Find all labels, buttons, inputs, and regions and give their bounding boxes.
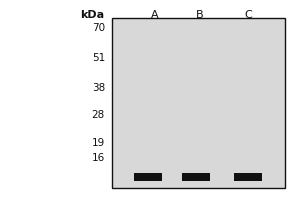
Bar — [112, 18, 285, 188]
Text: 51: 51 — [92, 53, 105, 63]
Text: 19: 19 — [92, 138, 105, 148]
Bar — [234, 173, 262, 181]
Text: 28: 28 — [92, 110, 105, 120]
Text: 38: 38 — [92, 83, 105, 93]
Text: C: C — [244, 10, 252, 20]
Text: B: B — [196, 10, 204, 20]
Text: 70: 70 — [92, 23, 105, 33]
Text: 16: 16 — [92, 153, 105, 163]
Text: A: A — [151, 10, 159, 20]
Text: kDa: kDa — [80, 10, 104, 20]
Bar — [134, 173, 162, 181]
Bar — [182, 173, 210, 181]
